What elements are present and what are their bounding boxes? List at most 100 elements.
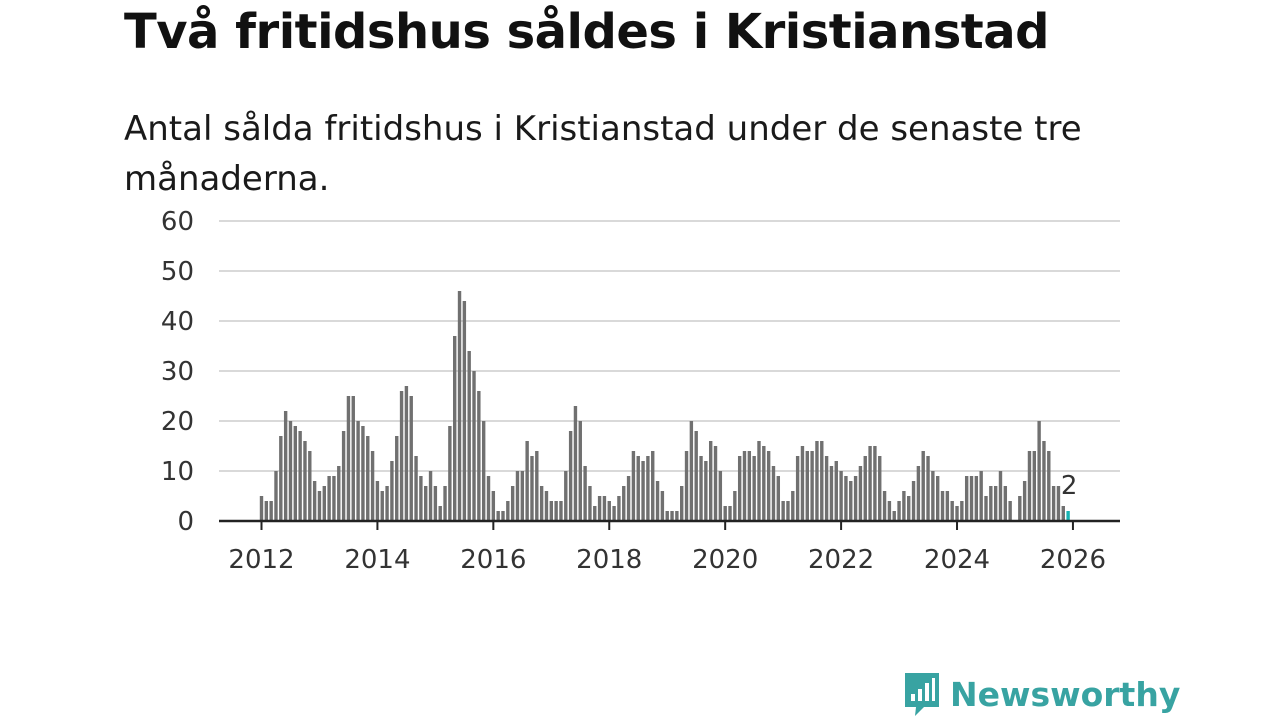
bar <box>820 441 824 521</box>
bar <box>515 471 520 521</box>
bar <box>626 476 631 521</box>
bar <box>375 481 380 521</box>
bar <box>491 491 496 521</box>
chart-title: Två fritidshus såldes i Kristianstad <box>124 4 1049 60</box>
x-tick-label: 2012 <box>228 545 294 575</box>
bar <box>636 456 640 521</box>
bar <box>327 476 331 521</box>
bar <box>878 456 882 521</box>
bar <box>259 496 264 521</box>
bar <box>1022 481 1027 521</box>
bar <box>520 471 525 521</box>
bar <box>554 501 558 521</box>
bar <box>573 406 578 521</box>
bar <box>805 451 809 521</box>
bar <box>583 466 587 521</box>
y-tick-label: 20 <box>161 407 194 437</box>
bar <box>853 476 858 521</box>
gridlines <box>219 220 1120 472</box>
bar <box>370 451 375 521</box>
bar <box>510 486 515 521</box>
last-value-label: 2 <box>1061 471 1078 501</box>
bar <box>361 426 365 521</box>
bar <box>689 421 694 521</box>
bar <box>506 501 510 521</box>
bar <box>593 506 597 521</box>
bar <box>390 461 394 521</box>
bar <box>539 486 544 521</box>
bar <box>631 451 636 521</box>
bar <box>395 436 399 521</box>
bar <box>332 476 336 521</box>
bar <box>1047 451 1051 521</box>
y-tick-label: 30 <box>161 357 194 387</box>
chart-subtitle: Antal sålda fritidshus i Kristianstad un… <box>124 109 1082 199</box>
bar <box>617 496 621 521</box>
bar <box>351 396 355 521</box>
bar <box>597 496 602 521</box>
bar <box>940 491 945 521</box>
bar <box>453 336 457 521</box>
bar <box>269 501 273 521</box>
bar <box>776 476 781 521</box>
bar <box>762 446 766 521</box>
bar <box>713 446 718 521</box>
bar <box>675 511 679 521</box>
bar <box>844 476 848 521</box>
bar <box>902 491 906 521</box>
x-tick-label: 2016 <box>460 545 526 575</box>
bar <box>1042 441 1046 521</box>
bar <box>283 411 288 521</box>
newsworthy-logo: Newsworthy <box>902 670 1180 718</box>
bar <box>1037 421 1041 521</box>
bar <box>356 421 360 521</box>
bars <box>259 291 1070 521</box>
bar <box>892 511 896 521</box>
bar <box>525 441 529 521</box>
bar <box>1003 486 1008 521</box>
y-tick-label: 40 <box>161 307 194 337</box>
bar <box>1061 506 1065 521</box>
bar <box>414 456 418 521</box>
bar <box>670 511 674 521</box>
bar <box>448 426 452 521</box>
bar <box>684 451 689 521</box>
bar <box>660 491 665 521</box>
bar <box>496 511 500 521</box>
bar <box>699 456 703 521</box>
bar <box>800 446 805 521</box>
bar <box>481 421 486 521</box>
x-tick-label: 2020 <box>692 545 758 575</box>
bar <box>438 506 442 521</box>
bar <box>911 481 916 521</box>
x-tick-label: 2022 <box>808 545 874 575</box>
bar <box>742 451 747 521</box>
bar <box>824 456 829 521</box>
bar <box>380 491 384 521</box>
bar <box>549 501 553 521</box>
newsworthy-logo-text: Newsworthy <box>950 674 1181 714</box>
bar <box>467 351 471 521</box>
bar <box>728 506 732 521</box>
bar <box>834 461 838 521</box>
bar <box>457 291 462 521</box>
bar <box>829 466 834 521</box>
bar <box>887 501 892 521</box>
bar <box>366 436 370 521</box>
x-tick-label: 2026 <box>1040 545 1106 575</box>
bar <box>399 391 404 521</box>
bar <box>708 441 713 521</box>
bar <box>931 471 935 521</box>
bar <box>428 471 433 521</box>
highlighted-bar <box>1066 511 1070 521</box>
newsworthy-logo-icon <box>905 673 939 716</box>
x-axis-ticks: 2012 2014 2016 2018 2020 2022 2024 2026 <box>228 521 1106 575</box>
bar <box>723 506 727 521</box>
bar <box>564 471 568 521</box>
bar <box>979 471 983 521</box>
bar <box>317 491 322 521</box>
bar <box>960 501 964 521</box>
bar <box>341 431 346 521</box>
bar <box>404 386 409 521</box>
bar <box>622 486 626 521</box>
